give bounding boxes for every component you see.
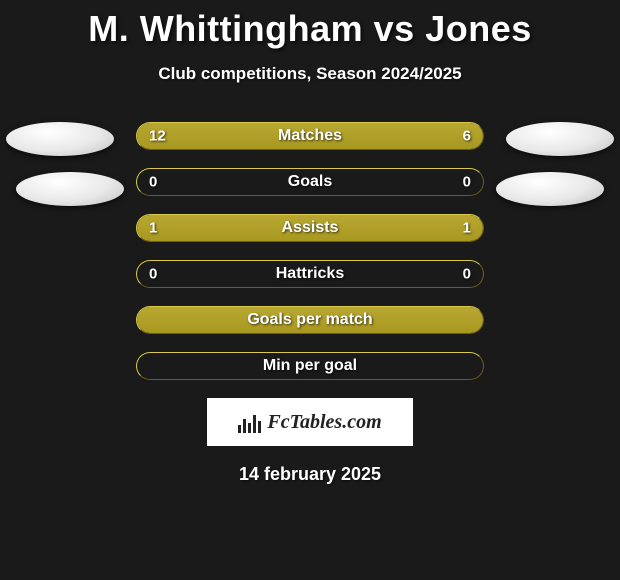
bar-fill-left [137,307,483,333]
stat-value-left: 12 [149,128,166,145]
bar-fill-left [137,123,368,149]
footer-date: 14 february 2025 [0,464,620,485]
stat-value-left: 1 [149,220,157,237]
stat-row: Goals0 0 [136,168,484,196]
bar-fill-left [137,215,310,241]
stat-value-right: 1 [463,220,471,237]
stat-row: Assists11 [136,214,484,242]
page-title: M. Whittingham vs Jones [0,0,620,50]
stat-label: Min per goal [137,357,483,375]
stat-value-right: 0 [463,174,471,191]
stat-row: Matches126 [136,122,484,150]
stat-label: Hattricks [137,265,483,283]
stat-value-right: 6 [463,128,471,145]
team-badge [506,122,614,156]
team-badge [16,172,124,206]
stat-row: Min per goal [136,352,484,380]
page-subtitle: Club competitions, Season 2024/2025 [0,64,620,84]
logo-text: FcTables.com [267,411,381,434]
logo: FcTables.com [207,398,413,446]
stat-row: Goals per match [136,306,484,334]
stat-value-left: 0 [149,266,157,283]
bars-icon [238,411,261,433]
comparison-chart: Matches126Goals00Assists11Hattricks00Goa… [0,122,620,380]
stat-row: Hattricks0 0 [136,260,484,288]
stat-value-right: 0 [463,266,471,283]
stat-label: Goals [137,173,483,191]
stat-value-left: 0 [149,174,157,191]
team-badge [6,122,114,156]
team-badge [496,172,604,206]
bar-fill-right [310,215,483,241]
